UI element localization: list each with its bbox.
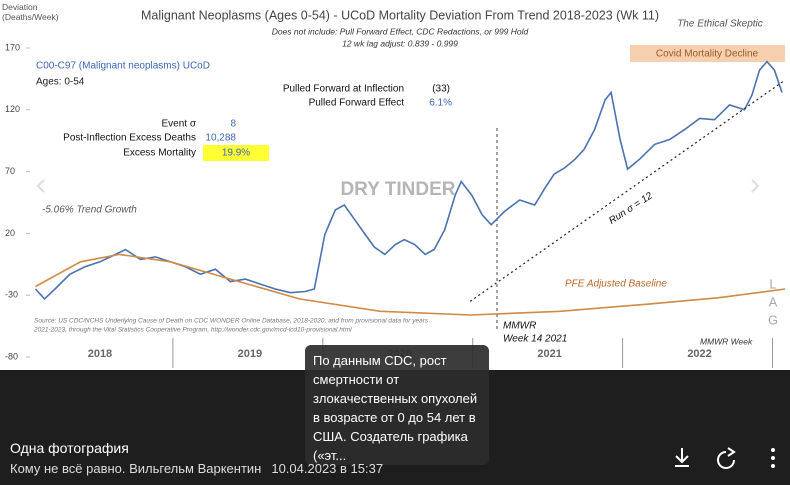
stat-value: 8 bbox=[230, 119, 236, 130]
trend-growth: -5.06% Trend Growth bbox=[42, 205, 137, 216]
covid-decline: Covid Mortality Decline bbox=[656, 49, 759, 60]
dot bbox=[771, 456, 775, 460]
source: Source: US CDC/NCHS Underlying Cause of … bbox=[34, 318, 429, 325]
mmwr-week: MMWR Week bbox=[700, 336, 753, 346]
highlight bbox=[203, 145, 269, 161]
brand: The Ethical Skeptic bbox=[677, 19, 763, 30]
baseline-label: PFE Adjusted Baseline bbox=[565, 279, 667, 290]
stat-value: (33) bbox=[432, 84, 450, 95]
source: 2021-2023, through the Vital Statistics … bbox=[33, 327, 352, 334]
album-title: Одна фотография bbox=[10, 440, 129, 456]
y-axis-label-box: Deviation (Deaths/Week) bbox=[2, 2, 59, 22]
share-button[interactable] bbox=[717, 447, 736, 469]
more-button[interactable] bbox=[771, 448, 775, 468]
lag-letter: L bbox=[769, 276, 776, 291]
date: 10.04.2023 в 15:37 bbox=[271, 461, 384, 476]
subtitle: 12 wk lag adjust: 0.839 - 0.999 bbox=[342, 38, 458, 48]
stat-value: 10,288 bbox=[205, 133, 236, 144]
mmwr-label: Week 14 2021 bbox=[503, 334, 567, 345]
stat-label: Excess Mortality bbox=[123, 148, 196, 159]
stat-value: 19.9% bbox=[222, 148, 250, 159]
y-axis-label: Deviation (Deaths/Week) bbox=[2, 2, 59, 22]
photo-caption[interactable]: По данным CDC, рост смертности от злокач… bbox=[305, 345, 489, 465]
series-line bbox=[35, 253, 786, 316]
chart: Malignant Neoplasms (Ages 0-54) - UCoD M… bbox=[0, 0, 790, 370]
stat-label: Pulled Forward Effect bbox=[309, 98, 405, 109]
dry-tinder: DRY TINDER bbox=[340, 179, 455, 200]
year-label: 2018 bbox=[88, 348, 112, 360]
prev-arrow[interactable] bbox=[36, 179, 45, 193]
chart-title: Malignant Neoplasms (Ages 0-54) - UCoD M… bbox=[141, 8, 659, 22]
stat-label: Pulled Forward at Inflection bbox=[283, 84, 404, 95]
dot bbox=[771, 448, 775, 452]
author[interactable]: Кому не всё равно. Вильгельм Варкентин bbox=[10, 461, 262, 476]
lag-letter: G bbox=[768, 312, 778, 327]
y-tick-label: 120 bbox=[5, 104, 20, 114]
y-tick-label: -80 bbox=[5, 351, 18, 361]
download-button[interactable] bbox=[675, 448, 689, 467]
stat-value: 6.1% bbox=[429, 98, 452, 109]
covid-decline-box bbox=[630, 45, 785, 62]
year-label: 2019 bbox=[238, 348, 262, 360]
mmwr-label: MMWR bbox=[503, 321, 536, 332]
ages: Ages: 0-54 bbox=[36, 77, 85, 88]
y-tick-label: 170 bbox=[5, 42, 20, 52]
dot bbox=[771, 464, 775, 468]
toolbar bbox=[675, 447, 775, 469]
series-line bbox=[469, 79, 786, 302]
year-label: 2022 bbox=[687, 348, 711, 360]
stat-label: Event σ bbox=[161, 119, 196, 130]
author-line: Кому не всё равно. Вильгельм Варкентин 10… bbox=[10, 461, 383, 476]
next-arrow[interactable] bbox=[751, 179, 760, 193]
y-tick-label: -30 bbox=[5, 290, 18, 300]
lag-letter: A bbox=[769, 294, 778, 309]
stat-label: Post-Inflection Excess Deaths bbox=[63, 133, 196, 144]
y-tick-label: 20 bbox=[5, 228, 15, 238]
subtitle: Does not include: Pull Forward Effect, C… bbox=[272, 26, 529, 36]
series-label: C00-C97 (Malignant neoplasms) UCoD bbox=[36, 61, 210, 72]
y-tick-label: 70 bbox=[5, 166, 15, 176]
year-label: 2021 bbox=[537, 348, 561, 360]
